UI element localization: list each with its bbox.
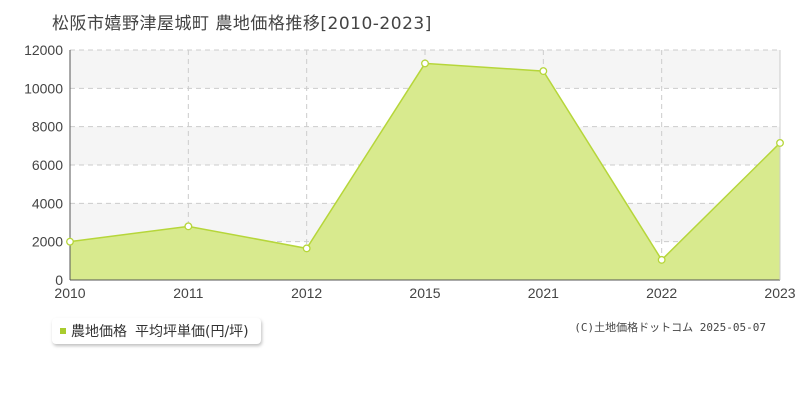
legend: 農地価格 平均坪単価(円/坪) xyxy=(52,318,261,344)
data-point xyxy=(421,59,429,68)
data-points xyxy=(66,59,784,264)
y-tick-label: 0 xyxy=(55,272,63,288)
x-tick-label: 2010 xyxy=(54,285,85,301)
x-tick-labels: 2010 2011 2012 2015 2021 2022 2023 xyxy=(54,285,795,301)
x-tick-label: 2012 xyxy=(291,285,322,301)
data-point xyxy=(302,244,311,253)
data-point xyxy=(66,237,74,246)
data-point xyxy=(539,67,548,76)
x-tick-label: 2015 xyxy=(409,285,440,301)
y-tick-label: 10000 xyxy=(24,80,63,96)
y-tick-label: 4000 xyxy=(32,195,63,211)
x-tick-label: 2011 xyxy=(173,285,203,301)
area-layer xyxy=(69,62,781,280)
y-tick-label: 6000 xyxy=(32,157,63,173)
x-tick-label: 2021 xyxy=(528,285,559,301)
copyright: (C)土地価格ドットコム 2025-05-07 xyxy=(574,321,766,334)
y-tick-label: 2000 xyxy=(32,234,63,250)
legend-series-label: 農地価格 xyxy=(71,324,127,340)
data-point xyxy=(776,139,784,147)
legend-marker xyxy=(60,328,66,334)
x-tick-label: 2022 xyxy=(646,285,677,301)
y-tick-label: 8000 xyxy=(32,119,63,135)
series-area xyxy=(70,63,780,280)
data-point xyxy=(184,222,193,231)
chart-title: 松阪市嬉野津屋城町 農地価格推移[2010-2023] xyxy=(52,14,432,34)
y-tick-labels: 0 2000 4000 6000 8000 10000 12000 xyxy=(24,42,63,288)
data-point xyxy=(657,255,666,264)
x-tick-label: 2023 xyxy=(764,285,795,301)
y-tick-label: 12000 xyxy=(24,42,63,58)
legend-suffix: 平均坪単価(円/坪) xyxy=(135,324,249,340)
